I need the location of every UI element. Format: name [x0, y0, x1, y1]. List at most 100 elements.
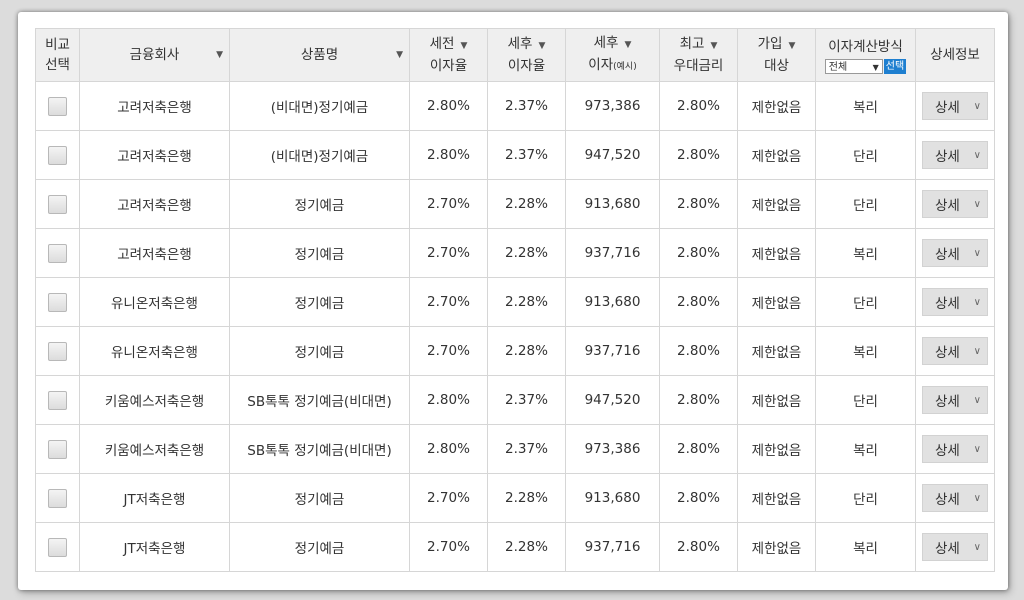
detail-button[interactable]: 상세 ∨ [922, 435, 988, 463]
company-cell: 고려저축은행 [79, 228, 230, 278]
compare-cell [35, 326, 80, 376]
col-max-rate[interactable]: 최고 ▼ 우대금리 [659, 28, 738, 82]
col-compare-label-2: 선택 [45, 57, 70, 73]
sort-pretax-icon[interactable]: ▼ [460, 41, 468, 51]
col-company[interactable]: 금융회사 ▼ [79, 28, 230, 82]
max-rate-cell: 2.80% [659, 81, 738, 131]
compare-checkbox[interactable] [48, 96, 67, 116]
posttax-interest-cell: 973,386 [565, 424, 660, 474]
col-pretax-rate[interactable]: 세전 ▼ 이자율 [409, 28, 488, 82]
compare-checkbox[interactable] [48, 439, 67, 459]
detail-button[interactable]: 상세 ∨ [922, 92, 988, 120]
compare-cell [35, 424, 80, 474]
col-posttax-rate[interactable]: 세후 ▼ 이자율 [487, 28, 566, 82]
detail-cell: 상세 ∨ [915, 473, 995, 523]
company-cell: 고려저축은행 [79, 179, 230, 229]
detail-button[interactable]: 상세 ∨ [922, 190, 988, 218]
company-cell: 키움예스저축은행 [79, 424, 230, 474]
table-header: 비교 선택 금융회사 ▼ 상품명 ▼ 세전 ▼ 이자율 [35, 28, 995, 82]
company-cell: 고려저축은행 [79, 81, 230, 131]
target-cell: 제한없음 [737, 375, 816, 425]
max-rate-cell: 2.80% [659, 228, 738, 278]
method-cell: 단리 [815, 375, 916, 425]
compare-checkbox[interactable] [48, 194, 67, 214]
posttax-rate-cell: 2.37% [487, 81, 566, 131]
detail-button[interactable]: 상세 ∨ [922, 141, 988, 169]
table-row: 유니온저축은행 정기예금 2.70% 2.28% 937,716 2.80% 제… [35, 326, 995, 376]
method-cell: 복리 [815, 228, 916, 278]
sort-posttax-icon[interactable]: ▼ [538, 41, 546, 51]
compare-cell [35, 473, 80, 523]
detail-cell: 상세 ∨ [915, 277, 995, 327]
col-posttax-interest[interactable]: 세후 ▼ 이자(예시) [565, 28, 660, 82]
method-select[interactable]: 전체 ▼ [824, 58, 883, 74]
detail-button-label: 상세 [935, 198, 960, 214]
sort-max-icon[interactable]: ▼ [710, 41, 718, 51]
target-cell: 제한없음 [737, 326, 816, 376]
compare-checkbox[interactable] [48, 341, 67, 361]
detail-button[interactable]: 상세 ∨ [922, 533, 988, 561]
detail-button[interactable]: 상세 ∨ [922, 484, 988, 512]
detail-button[interactable]: 상세 ∨ [922, 337, 988, 365]
detail-button-label: 상세 [935, 492, 960, 508]
compare-checkbox[interactable] [48, 488, 67, 508]
detail-button-label: 상세 [935, 541, 960, 557]
col-product-label: 상품명 [300, 47, 339, 63]
target-cell: 제한없음 [737, 179, 816, 229]
chevron-down-icon: ∨ [973, 100, 981, 112]
table-body: 고려저축은행 (비대면)정기예금 2.80% 2.37% 973,386 2.8… [35, 81, 995, 572]
detail-cell: 상세 ∨ [915, 179, 995, 229]
deposit-products-table: 비교 선택 금융회사 ▼ 상품명 ▼ 세전 ▼ 이자율 [35, 28, 995, 572]
chevron-down-icon: ∨ [973, 247, 981, 259]
sort-company-icon[interactable]: ▼ [216, 50, 223, 60]
pretax-rate-cell: 2.80% [409, 130, 488, 180]
method-select-button[interactable]: 선택 [883, 58, 907, 74]
product-cell: (비대면)정기예금 [229, 130, 410, 180]
table-row: JT저축은행 정기예금 2.70% 2.28% 913,680 2.80% 제한… [35, 473, 995, 523]
pretax-rate-cell: 2.80% [409, 81, 488, 131]
table-row: 고려저축은행 (비대면)정기예금 2.80% 2.37% 973,386 2.8… [35, 81, 995, 131]
method-cell: 단리 [815, 130, 916, 180]
col-target[interactable]: 가입 ▼ 대상 [737, 28, 816, 82]
table-row: 고려저축은행 정기예금 2.70% 2.28% 913,680 2.80% 제한… [35, 179, 995, 229]
col-pretax-label-1: 세전 [429, 36, 455, 52]
pretax-rate-cell: 2.70% [409, 326, 488, 376]
sort-target-icon[interactable]: ▼ [788, 41, 796, 51]
product-cell: (비대면)정기예금 [229, 81, 410, 131]
detail-button-label: 상세 [935, 149, 960, 165]
detail-button-label: 상세 [935, 345, 960, 361]
compare-checkbox[interactable] [48, 145, 67, 165]
col-product[interactable]: 상품명 ▼ [229, 28, 410, 82]
compare-checkbox[interactable] [48, 292, 67, 312]
sort-product-icon[interactable]: ▼ [396, 50, 403, 60]
posttax-rate-cell: 2.37% [487, 130, 566, 180]
compare-cell [35, 522, 80, 572]
max-rate-cell: 2.80% [659, 375, 738, 425]
col-interest-label-1: 세후 [593, 35, 619, 51]
target-cell: 제한없음 [737, 277, 816, 327]
detail-button[interactable]: 상세 ∨ [922, 239, 988, 267]
detail-cell: 상세 ∨ [915, 130, 995, 180]
sort-interest-icon[interactable]: ▼ [624, 40, 632, 50]
table-row: 키움예스저축은행 SB톡톡 정기예금(비대면) 2.80% 2.37% 947,… [35, 375, 995, 425]
compare-checkbox[interactable] [48, 390, 67, 410]
target-cell: 제한없음 [737, 424, 816, 474]
posttax-interest-cell: 937,716 [565, 522, 660, 572]
pretax-rate-cell: 2.70% [409, 473, 488, 523]
chevron-down-icon: ∨ [973, 149, 981, 161]
max-rate-cell: 2.80% [659, 326, 738, 376]
posttax-interest-cell: 913,680 [565, 277, 660, 327]
detail-button[interactable]: 상세 ∨ [922, 386, 988, 414]
col-compare-label-1: 비교 [45, 37, 70, 53]
screenshot-frame: 비교 선택 금융회사 ▼ 상품명 ▼ 세전 ▼ 이자율 [18, 12, 1008, 590]
product-cell: 정기예금 [229, 179, 410, 229]
posttax-interest-cell: 973,386 [565, 81, 660, 131]
target-cell: 제한없음 [737, 130, 816, 180]
company-cell: 고려저축은행 [79, 130, 230, 180]
compare-checkbox[interactable] [48, 537, 67, 557]
max-rate-cell: 2.80% [659, 130, 738, 180]
detail-button[interactable]: 상세 ∨ [922, 288, 988, 316]
compare-checkbox[interactable] [48, 243, 67, 263]
compare-cell [35, 179, 80, 229]
posttax-interest-cell: 937,716 [565, 228, 660, 278]
